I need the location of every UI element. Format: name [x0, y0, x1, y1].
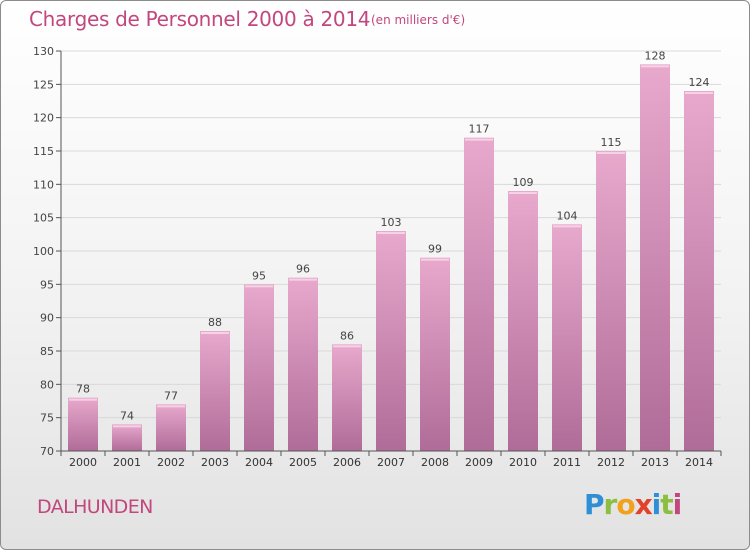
data-label: 103 — [381, 216, 402, 229]
y-tick-label: 130 — [33, 45, 54, 58]
bar-highlight — [69, 398, 97, 401]
y-tick-label: 105 — [33, 212, 54, 225]
x-tick-label: 2001 — [113, 456, 141, 469]
data-label: 96 — [296, 263, 310, 276]
x-tick-label: 2008 — [421, 456, 449, 469]
bar-highlight — [289, 278, 317, 281]
bar-highlight — [465, 138, 493, 141]
bars — [68, 64, 714, 452]
logo-letter: x — [634, 488, 653, 521]
x-tick-label: 2007 — [377, 456, 405, 469]
bar — [464, 137, 494, 451]
data-label: 86 — [340, 329, 354, 342]
x-tick-label: 2002 — [157, 456, 185, 469]
y-tick-label: 90 — [40, 312, 54, 325]
bar — [596, 151, 626, 451]
bar — [376, 231, 406, 451]
bar-highlight — [333, 345, 361, 348]
y-tick-label: 110 — [33, 178, 54, 191]
y-tick-label: 80 — [40, 378, 54, 391]
x-tick-label: 2000 — [69, 456, 97, 469]
x-tick-label: 2004 — [245, 456, 273, 469]
bar-highlight — [685, 92, 713, 94]
bar — [200, 331, 230, 451]
bar — [112, 424, 142, 451]
logo-letter: P — [584, 488, 605, 521]
logo-letter: o — [616, 488, 635, 521]
town-name: DALHUNDEN — [37, 496, 153, 518]
bar-highlight — [641, 65, 669, 68]
bar-highlight — [421, 258, 449, 261]
logo-letter: i — [672, 488, 683, 521]
proxiti-logo: Proxiti — [584, 488, 683, 521]
x-tick-label: 2012 — [597, 456, 625, 469]
logo-letter: r — [603, 488, 618, 521]
y-tick-label: 120 — [33, 112, 54, 125]
bar — [156, 404, 186, 451]
data-label: 109 — [513, 176, 534, 189]
data-label: 95 — [252, 269, 266, 282]
data-labels: 78 74 77 88 95 96 86 103 99 117 109 104 115 128 124 — [76, 49, 710, 422]
bar — [332, 344, 362, 451]
x-tick-label: 2003 — [201, 456, 229, 469]
bar — [420, 257, 450, 451]
data-label: 74 — [120, 409, 134, 422]
x-tick-label: 2006 — [333, 456, 361, 469]
data-label: 78 — [76, 383, 90, 396]
y-tick-label: 85 — [40, 345, 54, 358]
bar — [68, 397, 98, 451]
data-label: 117 — [469, 123, 490, 136]
bar-highlight — [597, 152, 625, 154]
data-label: 115 — [601, 136, 622, 149]
bar — [684, 91, 714, 451]
axes: 70 75 80 85 90 95 100 105 110 115 120 125 130 2000 200… — [33, 45, 722, 469]
x-tick-label: 2011 — [553, 456, 581, 469]
data-label: 128 — [645, 49, 666, 62]
x-tick-label: 2014 — [685, 456, 713, 469]
data-label: 88 — [208, 316, 222, 329]
bar — [508, 191, 538, 451]
bar-highlight — [553, 225, 581, 228]
data-label: 77 — [164, 389, 178, 402]
bar-highlight — [377, 232, 405, 234]
data-label: 124 — [689, 76, 710, 89]
y-tick-label: 75 — [40, 412, 54, 425]
x-tick-label: 2013 — [641, 456, 669, 469]
x-tick-label: 2010 — [509, 456, 537, 469]
bar — [244, 284, 274, 451]
data-label: 104 — [557, 209, 578, 222]
x-tick-label: 2009 — [465, 456, 493, 469]
y-tick-label: 125 — [33, 78, 54, 91]
x-tick-label: 2005 — [289, 456, 317, 469]
y-tick-label: 100 — [33, 245, 54, 258]
chart-title: Charges de Personnel 2000 à 2014 — [29, 7, 371, 31]
bar-highlight — [157, 405, 185, 408]
y-tick-label: 70 — [40, 445, 54, 458]
bar-highlight — [509, 192, 537, 194]
bar-highlight — [201, 332, 229, 334]
bar-highlight — [245, 285, 273, 288]
bar — [552, 224, 582, 451]
bar-highlight — [113, 425, 141, 428]
data-label: 99 — [428, 243, 442, 256]
bar — [640, 64, 670, 452]
chart-subtitle: (en milliers d'€) — [371, 13, 466, 27]
logo-letter: i — [651, 488, 662, 521]
bar — [288, 277, 318, 451]
logo-letter: t — [660, 488, 673, 521]
y-tick-label: 95 — [40, 278, 54, 291]
y-tick-label: 115 — [33, 145, 54, 158]
